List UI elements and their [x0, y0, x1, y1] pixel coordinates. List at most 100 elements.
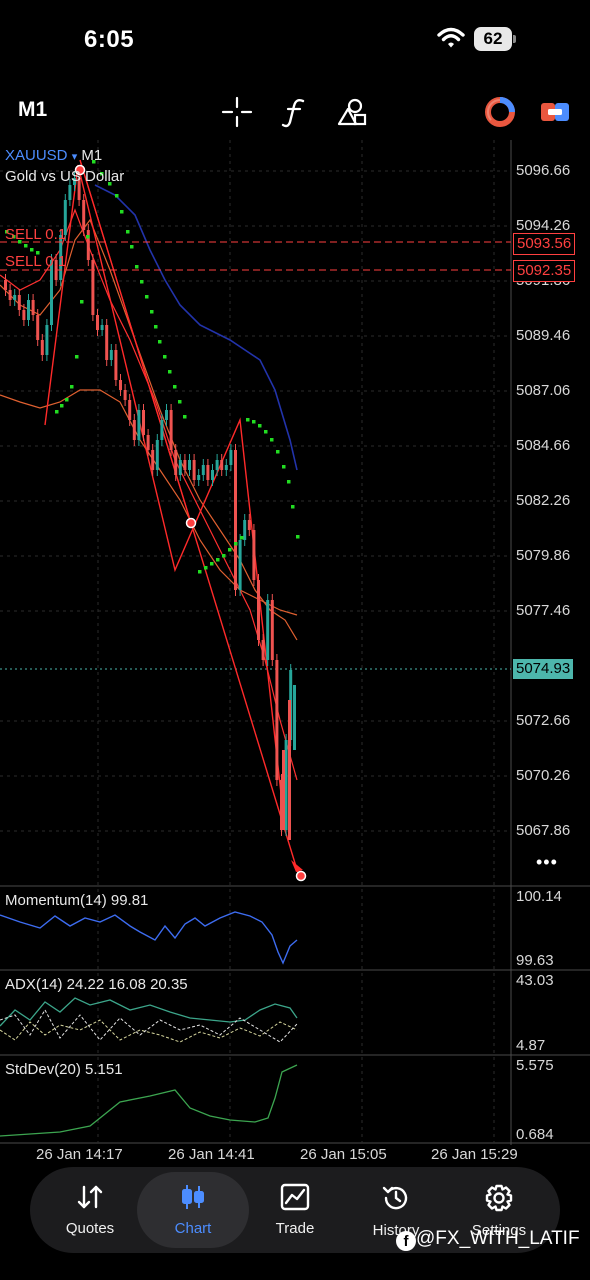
price-chart[interactable]	[0, 140, 590, 1165]
sar-dot	[70, 385, 74, 389]
order-label-2[interactable]: SELL 0.1	[5, 253, 67, 270]
trade-marker	[295, 870, 307, 882]
stddev-max: 5.575	[516, 1057, 554, 1074]
trade-marker	[185, 517, 197, 529]
time-label: 26 Jan 14:17	[36, 1146, 123, 1163]
nav-chart[interactable]: Chart	[143, 1183, 243, 1237]
sar-dot	[30, 248, 34, 252]
adx-label: ADX(14) 24.22 16.08 20.35	[5, 976, 188, 993]
sar-dot	[80, 300, 84, 304]
arrow-head	[291, 860, 303, 872]
settings-icon	[485, 1184, 513, 1212]
sar-dot	[92, 160, 96, 164]
nav-active-indicator	[137, 1172, 249, 1248]
timeframe-label[interactable]: M1	[18, 98, 48, 121]
adx-plus-line	[0, 1019, 298, 1043]
sar-dot	[163, 355, 167, 359]
nav-label: Settings	[471, 1222, 527, 1239]
candle-body	[128, 400, 132, 420]
sar-dot	[270, 438, 274, 442]
sar-dot	[126, 230, 130, 234]
sar-dot	[60, 404, 64, 408]
trend-line	[79, 159, 191, 521]
upper-band	[94, 184, 298, 471]
sar-dot	[168, 370, 172, 374]
candle-body	[8, 290, 12, 300]
candle-body	[91, 260, 95, 315]
order-label-1[interactable]: SELL 0.1	[5, 226, 67, 243]
momentum-line	[0, 911, 298, 965]
sar-dot	[100, 172, 104, 176]
candlesticks	[4, 172, 296, 840]
candle-body	[142, 410, 145, 435]
sar-dot	[5, 230, 9, 234]
candle-body	[220, 460, 224, 470]
candle-body	[160, 420, 164, 440]
order-price-tag-1: 5093.56	[513, 233, 576, 255]
candle-body	[63, 200, 67, 235]
sar-dot	[204, 566, 208, 570]
price-axis-label: 5094.26	[516, 217, 571, 234]
sar-dot	[55, 410, 59, 414]
sar-dot	[240, 536, 244, 540]
momentum-max: 100.14	[516, 888, 562, 905]
candle-body	[119, 380, 122, 390]
quotes-icon	[77, 1185, 103, 1209]
sar-dot	[173, 385, 177, 389]
sar-dot	[154, 325, 158, 329]
symbol-header[interactable]: XAUUSD ▾ M1	[5, 147, 102, 164]
candle-body	[114, 350, 118, 380]
watermark-text: @FX_WITH_LATIF	[416, 1228, 580, 1249]
candle-body	[73, 178, 76, 185]
sar-dot	[120, 210, 124, 214]
chart-timeframe: M1	[81, 147, 103, 164]
candle-body	[31, 300, 35, 315]
price-axis-label: 5084.66	[516, 437, 571, 454]
battery-icon: 62	[474, 27, 512, 51]
candle-body	[151, 450, 155, 470]
moving-average	[0, 208, 298, 781]
symbol-dropdown-icon[interactable]: ▾	[71, 151, 78, 163]
sar-dot	[198, 570, 202, 574]
sar-dot	[287, 480, 291, 484]
symbol-label[interactable]: XAUUSD	[5, 147, 68, 164]
sar-dot	[12, 235, 16, 239]
current-price-tag: 5074.93	[513, 659, 574, 679]
candle-body	[282, 750, 285, 830]
candle-body	[224, 465, 228, 470]
candle-body	[178, 460, 182, 475]
price-axis-label: 5089.46	[516, 327, 571, 344]
crosshair-icon[interactable]	[220, 95, 254, 129]
candle-body	[27, 300, 30, 320]
candle-body	[229, 450, 233, 465]
stddev-min: 0.684	[516, 1126, 554, 1143]
sar-dot	[291, 505, 295, 509]
candle-body	[50, 260, 53, 325]
adx-line	[0, 997, 298, 1027]
candle-body	[183, 460, 187, 470]
trade-marker	[74, 164, 86, 176]
candle-body	[252, 530, 256, 580]
symbol-description: Gold vs US Dollar	[5, 168, 125, 185]
candle-body	[293, 685, 296, 750]
nav-quotes[interactable]: Quotes	[40, 1183, 140, 1237]
timeframe-icon[interactable]	[483, 95, 517, 129]
sar-dot	[115, 194, 119, 198]
candle-body	[100, 325, 104, 330]
wifi-icon	[437, 27, 465, 48]
moving-average	[0, 389, 298, 616]
candle-body	[238, 540, 242, 590]
parabolic-sar	[5, 160, 307, 882]
nav-trade[interactable]: Trade	[245, 1183, 345, 1237]
more-options-button[interactable]: •••	[536, 852, 558, 872]
candle-body	[96, 315, 99, 330]
nav-settings[interactable]: Settings	[449, 1183, 549, 1239]
candle-body	[132, 420, 136, 440]
trade-icon[interactable]	[538, 95, 572, 129]
objects-icon[interactable]	[335, 95, 369, 129]
candle-body	[215, 460, 219, 470]
candle-body	[45, 325, 49, 355]
nav-label: Chart	[174, 1220, 212, 1237]
sar-dot	[276, 450, 280, 454]
function-icon[interactable]	[278, 95, 312, 129]
